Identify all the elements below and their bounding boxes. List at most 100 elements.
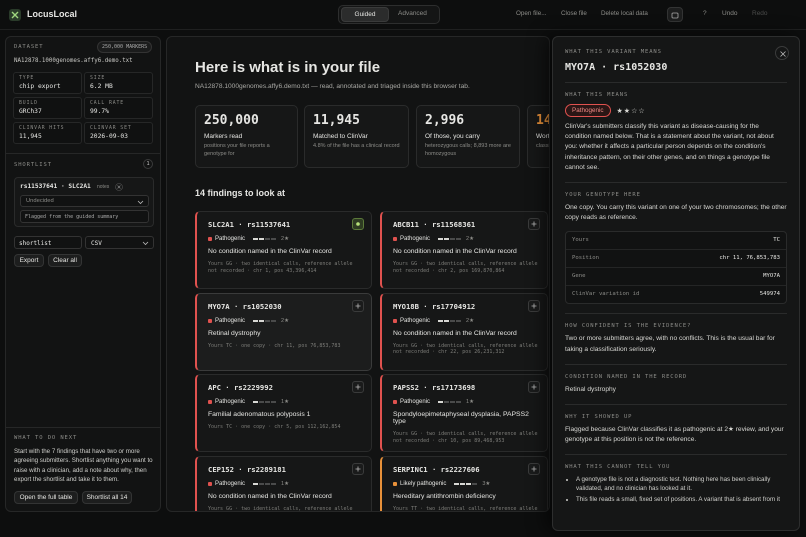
classification: Pathogenic — [393, 318, 430, 324]
classification-row: Pathogenic 1★ — [393, 399, 538, 405]
shortlist-toggle[interactable] — [528, 381, 540, 393]
finding-title: SLC2A1 · rs11537641 — [208, 220, 291, 229]
classification-row: Likely pathogenic 3★ — [393, 481, 538, 487]
finding-condition: Hereditary antithrombin deficiency — [393, 492, 496, 500]
shortlist-toggle[interactable] — [528, 462, 540, 475]
export-name[interactable]: shortlist — [14, 236, 82, 249]
shortlist-item-title: rs11537641 · SLC2A1 — [20, 183, 91, 190]
review-bar — [444, 238, 450, 240]
stat-card: 2,996 Of those, you carry heterozygous cal… — [416, 105, 520, 168]
format-select[interactable]: CSV — [85, 236, 154, 249]
main-panel: Here is what is in your file NA12878.1000… — [166, 36, 550, 512]
stat-value: 14 — [536, 113, 549, 128]
open-file[interactable]: Open file... — [516, 10, 547, 17]
review-bar — [259, 482, 265, 485]
open-table-button[interactable]: Open the full table — [14, 491, 78, 504]
stat-value: 2,996 — [425, 113, 465, 128]
stat-value: 11,945 — [313, 113, 360, 128]
review-bar — [253, 238, 259, 240]
classification-text: Pathogenic — [400, 399, 431, 405]
toggle-icon — [531, 466, 537, 471]
field-label: CALL RATE — [90, 101, 125, 106]
field-label: CLINVAR HITS — [19, 126, 65, 131]
undo[interactable]: Undo — [722, 10, 738, 17]
stat-card: 250,000 Markers read positions your file r… — [195, 105, 298, 168]
dataset-field: TYPE chip export — [13, 72, 82, 94]
field-label: CLINVAR SET — [90, 126, 132, 131]
dataset-field: SIZE 6.2 MB — [84, 72, 153, 94]
delete-data[interactable]: Delete local data — [601, 10, 648, 17]
shortlist-toggle[interactable] — [352, 462, 364, 475]
genotype-text: One copy. You carry this variant on one … — [565, 204, 787, 222]
next-text: Start with the 7 findings that have two … — [14, 448, 153, 484]
close-drawer[interactable] — [775, 46, 789, 60]
classification-text: Pathogenic — [400, 236, 431, 242]
status-select[interactable]: Undecided — [20, 195, 149, 207]
remove-item — [115, 183, 123, 191]
export-button[interactable]: Export — [14, 254, 44, 267]
stat-card: 11,945 Matched to ClinVar 4.8% of the file… — [304, 105, 409, 168]
review-bar — [259, 319, 265, 322]
shortlist-all-button[interactable]: Shortlist all 14 — [82, 491, 132, 504]
row-key: Position — [572, 255, 599, 262]
classification: Pathogenic — [208, 236, 245, 242]
review-bar — [438, 401, 444, 403]
badge-row: Pathogenic ★★☆☆ — [565, 104, 787, 117]
finding-card[interactable]: MYO18B · rs17704912 Pathogenic 2★ No condit… — [380, 292, 548, 371]
finding-card[interactable]: ABCB11 · rs11568361 Pathogenic 2★ No condit… — [380, 211, 548, 289]
theme-toggle[interactable] — [667, 7, 683, 22]
stat-label: Markers read — [204, 133, 243, 140]
finding-condition: No condition named in the ClinVar record — [208, 492, 332, 500]
shortlist-toggle[interactable] — [352, 218, 364, 230]
redo[interactable]: Redo — [752, 10, 768, 17]
dataset-field: BUILD GRCh37 — [13, 97, 82, 119]
review-stars: 1★ — [281, 399, 290, 405]
classification-row: Pathogenic 2★ — [393, 236, 538, 242]
close-icon — [779, 50, 786, 57]
shortlist-toggle[interactable] — [352, 381, 364, 393]
shortlist-item: rs11537641 · SLC2A1 notes Undecided Flagged… — [14, 177, 154, 227]
toggle-icon — [531, 303, 537, 308]
finding-condition: No condition named in the ClinVar record — [393, 329, 517, 337]
stat-card: 14 Worth classif — [527, 105, 549, 168]
finding-card[interactable]: SERPINC1 · rs2227606 Likely pathogenic 3★ H… — [380, 455, 548, 511]
shortlist-toggle[interactable] — [528, 299, 540, 312]
classification-row: Pathogenic 1★ — [208, 481, 362, 487]
mode-advanced[interactable]: Advanced — [398, 10, 427, 17]
close-file[interactable]: Close file — [561, 10, 587, 17]
clear-button[interactable]: Clear all — [48, 254, 82, 267]
review-bar — [253, 319, 259, 322]
finding-card[interactable]: CEP152 · rs2289181 Pathogenic 1★ No conditi… — [195, 455, 372, 511]
genotype-table: Yours TC Position chr 11, 76,853,783 Gene MYO… — [565, 231, 787, 305]
finding-card[interactable]: MYO7A · rs1052030 Pathogenic 2★ Retinal dys… — [195, 292, 372, 371]
finding-card[interactable]: SLC2A1 · rs11537641 Pathogenic 2★ No condit… — [195, 211, 372, 289]
section-label: WHAT THIS CANNOT TELL YOU — [565, 464, 671, 471]
finding-condition: No condition named in the ClinVar record — [208, 248, 332, 255]
finding-card[interactable]: APC · rs2229992 Pathogenic 1★ Familial aden… — [195, 374, 372, 452]
review-stars: 3★ — [482, 480, 491, 487]
shortlist-toggle[interactable] — [528, 218, 540, 230]
finding-title: MYO7A · rs1052030 — [208, 301, 282, 311]
divider — [6, 427, 160, 428]
classification-badge: Pathogenic — [565, 104, 611, 117]
notes-link[interactable]: notes — [97, 184, 110, 190]
review-bar — [271, 482, 277, 485]
help[interactable]: ? — [703, 10, 707, 17]
field-label: TYPE — [19, 76, 35, 81]
review-bar — [265, 238, 271, 240]
section-label: YOUR GENOTYPE HERE — [565, 192, 641, 199]
genotype-row: Position chr 11, 76,853,783 — [566, 250, 786, 269]
review-bar — [456, 401, 462, 403]
review-bar — [444, 401, 450, 403]
shortlist-toggle[interactable] — [352, 299, 364, 312]
mode-guided[interactable]: Guided — [341, 7, 389, 22]
review-bar — [472, 482, 478, 485]
review-bar — [450, 319, 456, 322]
row-value: TC — [773, 237, 780, 244]
theme-icon — [671, 12, 679, 18]
finding-card[interactable]: PAPSS2 · rs17173698 Pathogenic 1★ Spondyloe… — [380, 374, 548, 452]
review-bar — [444, 319, 450, 322]
marker-badge: 250,000 MARKERS — [97, 41, 153, 53]
row-key: Yours — [572, 237, 589, 244]
review-stars: 2★ — [281, 236, 290, 242]
